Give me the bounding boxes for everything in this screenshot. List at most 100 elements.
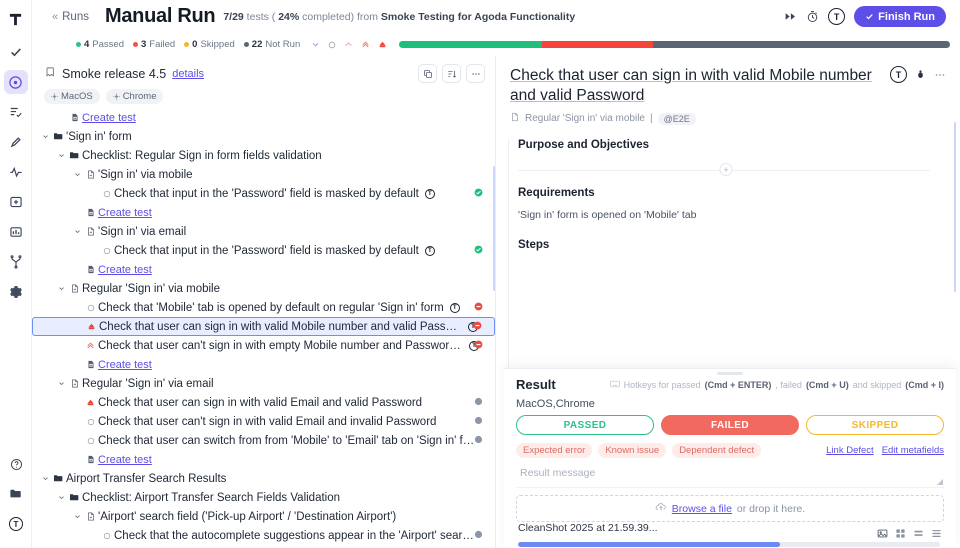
tree-row-test[interactable]: Check that user can't sign in with valid… [32, 412, 495, 431]
checkmark-icon[interactable] [4, 40, 28, 64]
stat-not-run[interactable]: 22 Not Run [243, 39, 300, 50]
chevron-down-icon[interactable] [56, 285, 67, 292]
doc-icon [510, 112, 520, 125]
breadcrumb-suite[interactable]: Regular 'Sign in' via mobile [525, 113, 645, 124]
metafield-dependent-defect[interactable]: Dependent defect [672, 443, 762, 458]
tree-row-test[interactable]: Check that user can sign in with valid M… [32, 317, 495, 336]
folder-icon [67, 492, 82, 503]
chip-macos[interactable]: MacOS [44, 89, 100, 104]
chevron-down-icon[interactable] [56, 380, 67, 387]
assignee-avatar[interactable]: T [890, 66, 907, 83]
tree-row-group[interactable]: Airport Transfer Search Results [32, 469, 495, 488]
file-dropzone[interactable]: Browse a file or drop it here. [516, 495, 944, 522]
priority-none-icon[interactable] [328, 41, 336, 49]
create-test-link[interactable]: Create test [32, 355, 495, 374]
help-circle-icon[interactable] [4, 452, 28, 476]
chevron-down-icon[interactable] [72, 513, 83, 520]
tree-row-group[interactable]: Regular 'Sign in' via email [32, 374, 495, 393]
tree-row-group[interactable]: Checklist: Airport Transfer Search Field… [32, 488, 495, 507]
tree-row-group[interactable]: 'Sign in' via mobile [32, 165, 495, 184]
fast-forward-icon[interactable] [784, 10, 797, 23]
result-skipped-button[interactable]: SKIPPED [806, 415, 944, 435]
stat-passed[interactable]: 4 Passed [76, 39, 124, 50]
tree-row-group[interactable]: 'Airport' search field ('Pick-up Airport… [32, 507, 495, 526]
metafield-known-issue[interactable]: Known issue [598, 443, 667, 458]
priority-high-icon[interactable] [378, 40, 387, 49]
priority-medium-icon[interactable] [361, 40, 370, 49]
folder-icon[interactable] [4, 482, 28, 506]
metafield-expected-error[interactable]: Expected error [516, 443, 593, 458]
assignee-avatar[interactable]: T [449, 302, 460, 313]
result-message-input[interactable]: Result message ◢ [516, 464, 944, 488]
tree-row-test[interactable]: Check that user can sign in with valid E… [32, 393, 495, 412]
edit-metafields-link[interactable]: Edit metafields [881, 445, 944, 456]
link-defect-link[interactable]: Link Defect [826, 445, 874, 456]
test-tree[interactable]: Create test 'Sign in' form Checklist: Regu… [32, 108, 495, 548]
chevron-down-icon[interactable] [40, 475, 51, 482]
back-to-runs-button[interactable]: « Runs [46, 9, 95, 25]
tree-row-test[interactable]: Check that input in the 'Password' field… [32, 241, 495, 260]
gear-icon[interactable] [4, 280, 28, 304]
finish-run-button[interactable]: Finish Run [854, 6, 946, 27]
activity-icon[interactable] [4, 160, 28, 184]
section-body-requirements[interactable]: 'Sign in' form is opened on 'Mobile' tab [518, 209, 697, 221]
chevron-down-icon[interactable] [56, 494, 67, 501]
chevron-down-icon[interactable] [311, 40, 320, 49]
tree-row-group[interactable]: 'Sign in' via email [32, 222, 495, 241]
stopwatch-icon[interactable] [806, 10, 819, 23]
tree-row-test[interactable]: Check that input in the 'Password' field… [32, 184, 495, 203]
result-passed-button[interactable]: PASSED [516, 415, 654, 435]
create-test-link[interactable]: Create test [32, 260, 495, 279]
tree-row-group[interactable]: 'Sign in' form [32, 127, 495, 146]
chevron-down-icon[interactable] [72, 171, 83, 178]
branch-icon[interactable] [4, 250, 28, 274]
chevron-down-icon[interactable] [40, 133, 51, 140]
chevron-down-icon[interactable] [56, 152, 67, 159]
test-title[interactable]: Check that user can sign in with valid M… [510, 67, 872, 104]
user-avatar[interactable]: T [828, 8, 846, 25]
tree-row-test[interactable]: Check that user can't sign in with empty… [32, 336, 495, 355]
tree-row-group[interactable]: Regular 'Sign in' via mobile [32, 279, 495, 298]
status-failed-icon [474, 340, 483, 352]
assignee-avatar[interactable]: T [424, 245, 435, 256]
release-details-link[interactable]: details [172, 67, 205, 80]
pen-icon[interactable] [4, 130, 28, 154]
detail-scroll-indicator[interactable] [954, 122, 956, 292]
report-icon[interactable] [4, 220, 28, 244]
tree-row-test[interactable]: Check that the autocomplete suggestions … [32, 526, 495, 545]
assignee-avatar[interactable]: T [424, 188, 435, 199]
tree-scroll-indicator[interactable] [493, 166, 495, 291]
create-test-link[interactable]: Create test [32, 203, 495, 222]
resize-grip-icon[interactable]: ◢ [936, 477, 943, 486]
compact-view-icon[interactable] [931, 528, 942, 539]
test-tag[interactable]: @E2E [657, 112, 696, 125]
list-view-icon[interactable] [913, 528, 924, 539]
account-avatar-icon[interactable]: T [4, 512, 28, 536]
chevron-down-icon[interactable] [72, 228, 83, 235]
play-circle-icon[interactable] [3, 70, 28, 94]
result-failed-button[interactable]: FAILED [661, 415, 799, 435]
sort-icon[interactable] [442, 64, 461, 83]
create-test-link[interactable]: Create test [32, 450, 495, 469]
grid-view-icon[interactable] [895, 528, 906, 539]
plus-box-icon[interactable] [4, 190, 28, 214]
create-test-link[interactable]: Create test [32, 108, 495, 127]
list-check-icon[interactable] [4, 100, 28, 124]
more-options-icon[interactable] [934, 69, 946, 81]
tree-row-test[interactable]: Check that user can switch from from 'Mo… [32, 431, 495, 450]
copy-icon[interactable] [418, 64, 437, 83]
priority-low-icon[interactable] [344, 40, 353, 49]
add-block-icon[interactable]: + [719, 163, 733, 176]
tree-row-test[interactable]: Check that 'Mobile' tab is opened by def… [32, 298, 495, 317]
horizontal-scrollbar[interactable] [518, 542, 940, 547]
tree-row-group[interactable]: Checklist: Regular Sign in form fields v… [32, 146, 495, 165]
more-options-icon[interactable] [466, 64, 485, 83]
bug-icon[interactable] [915, 69, 926, 80]
chip-chrome[interactable]: Chrome [105, 89, 164, 104]
app-logo-icon[interactable] [4, 6, 28, 32]
stat-failed[interactable]: 3 Failed [132, 39, 175, 50]
gallery-view-icon[interactable] [877, 528, 888, 539]
result-card-grabber[interactable] [717, 372, 743, 375]
browse-file-link[interactable]: Browse a file [671, 502, 732, 515]
stat-skipped[interactable]: 0 Skipped [184, 39, 235, 50]
